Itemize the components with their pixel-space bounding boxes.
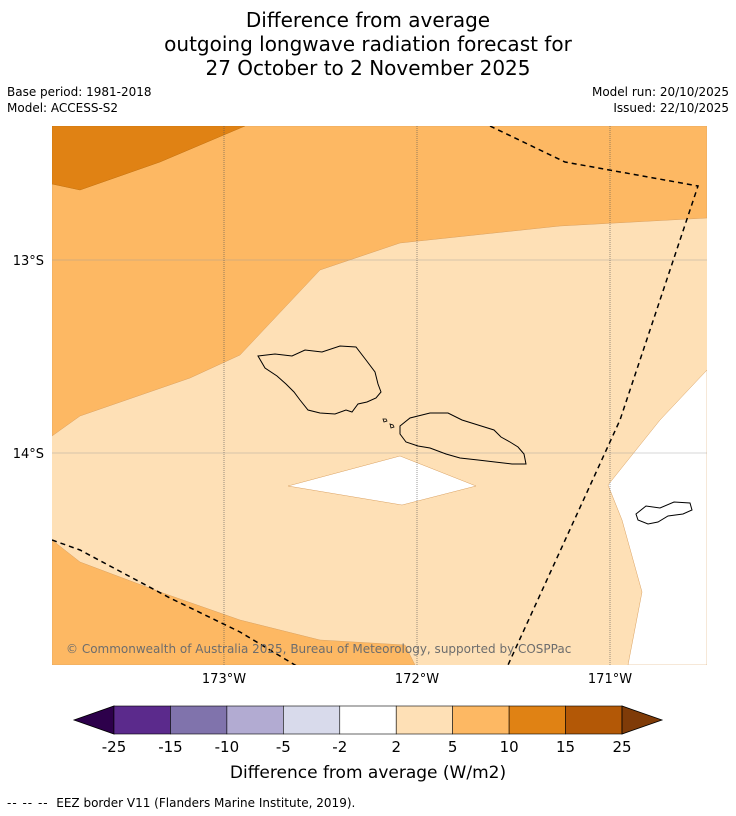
lon-label-171w: 171°W [588, 672, 632, 687]
colorbar-cells [113, 705, 623, 735]
lat-label-13s: 13°S [13, 254, 44, 269]
colorbar-tick-label: -25 [102, 738, 127, 756]
eez-legend-note: -- -- -- EEZ border V11 (Flanders Marine… [7, 796, 355, 810]
anomaly-5-10-region-north [52, 126, 707, 437]
colorbar-cell [339, 705, 397, 735]
map-panel: © Commonwealth of Australia 2025, Bureau… [52, 126, 707, 665]
meta-right: Model run: 20/10/2025 Issued: 22/10/2025 [592, 84, 729, 116]
meta-left: Base period: 1981-2018 Model: ACCESS-S2 [7, 84, 152, 116]
colorbar-extend-low [72, 705, 115, 735]
colorbar-cell [283, 705, 341, 735]
colorbar-tick-label: 25 [612, 738, 631, 756]
islet-2 [389, 423, 395, 429]
colorbar-tick-label: -10 [215, 738, 240, 756]
model-text: Model: ACCESS-S2 [7, 101, 119, 115]
title-line-1: Difference from average [245, 8, 491, 32]
colorbar-ticks: -25 -15 -10 -5 -2 2 5 10 15 25 [102, 738, 632, 756]
colorbar-cell [170, 705, 228, 735]
lon-label-172w: 172°W [395, 672, 439, 687]
title-line-2: outgoing longwave radiation forecast for [164, 32, 572, 56]
colorbar-cell [508, 705, 566, 735]
colorbar-tick-label: -2 [332, 738, 347, 756]
eez-legend-text: EEZ border V11 (Flanders Marine Institut… [56, 796, 356, 810]
title-line-3: 27 October to 2 November 2025 [205, 56, 531, 80]
anomaly-neutral-region-east [607, 369, 707, 665]
colorbar-cell [452, 705, 510, 735]
colorbar-label: Difference from average (W/m2) [230, 763, 506, 783]
savaii-island [257, 345, 382, 415]
eez-legend-symbol: -- -- -- [7, 796, 49, 810]
upolu-island [399, 412, 527, 465]
chart-title: Difference from average outgoing longwav… [0, 8, 736, 80]
colorbar-tick-label: 15 [556, 738, 575, 756]
map-gridlines [52, 126, 707, 665]
lat-label-14s: 14°S [13, 447, 44, 462]
colorbar-cell [565, 705, 623, 735]
model-run-text: Model run: 20/10/2025 [591, 85, 729, 99]
copyright-text: © Commonwealth of Australia 2025, Bureau… [66, 642, 571, 656]
colorbar-tick-label: -15 [158, 738, 183, 756]
colorbar-cell [113, 705, 171, 735]
colorbar-cell [226, 705, 284, 735]
colorbar: -25 -15 -10 -5 -2 2 5 10 15 25 Difference from av… [72, 705, 664, 783]
tutuila-island [635, 501, 693, 525]
issued-text: Issued: 22/10/2025 [613, 101, 729, 115]
colorbar-tick-label: 10 [500, 738, 519, 756]
eez-border [52, 126, 699, 665]
colorbar-cell [395, 705, 453, 735]
islet-1 [382, 418, 388, 423]
base-period-text: Base period: 1981-2018 [7, 85, 152, 99]
anomaly-10-15-region [52, 126, 246, 191]
anomaly-neutral-region-central [287, 455, 477, 506]
lon-label-173w: 173°W [202, 672, 246, 687]
colorbar-tick-label: -5 [276, 738, 291, 756]
colorbar-extend-high [621, 705, 664, 735]
anomaly-5-10-region-south [52, 539, 416, 665]
colorbar-tick-label: 2 [391, 738, 401, 756]
colorbar-tick-label: 5 [448, 738, 458, 756]
